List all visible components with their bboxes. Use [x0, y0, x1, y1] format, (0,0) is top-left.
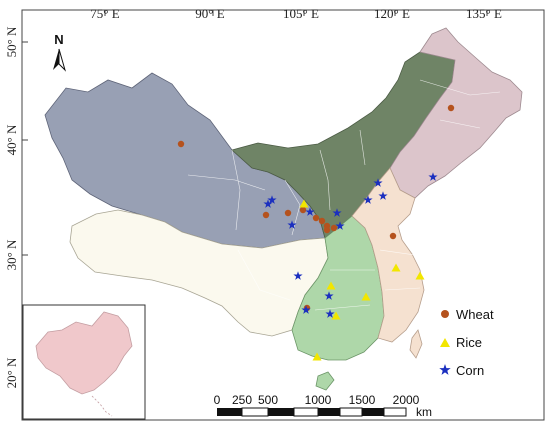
island-taiwan [409, 329, 423, 359]
scale-tick-0: 0 [214, 393, 221, 407]
corn-marker [301, 305, 311, 314]
scale-tick-2000: 2000 [393, 393, 420, 407]
wheat-marker [318, 217, 326, 225]
legend-wheat-symbol [441, 310, 449, 318]
lon-label-135e: 135° E [466, 6, 502, 21]
scale-tick-1000: 1000 [305, 393, 332, 407]
corn-marker [363, 195, 373, 204]
corn-marker [335, 221, 345, 230]
corn-marker [267, 195, 277, 204]
legend: Wheat Rice Corn [439, 307, 494, 378]
lon-label-120e: 120° E [374, 6, 410, 21]
scale-tick-500: 500 [258, 393, 278, 407]
corn-marker [325, 309, 335, 318]
corn-marker [378, 191, 388, 200]
corn-marker [305, 207, 315, 216]
corn-marker [332, 208, 342, 217]
corn-marker [428, 172, 438, 181]
lat-label-50n: 50° N [4, 26, 19, 57]
rice-marker [361, 292, 371, 301]
scale-bar: 0 250 500 1000 1500 2000 km [214, 393, 432, 419]
lon-label-90e: 90° E [195, 6, 224, 21]
rice-marker [391, 263, 401, 272]
lon-label-105e: 105° E [283, 6, 319, 21]
lon-label-75e: 75° E [90, 6, 119, 21]
corn-marker [293, 271, 303, 280]
province-boundaries [187, 79, 501, 311]
legend-rice-symbol [440, 338, 450, 347]
wheat-marker [447, 104, 455, 112]
lat-label-40n: 40° N [4, 124, 19, 155]
legend-wheat-label: Wheat [456, 307, 494, 322]
corn-marker [287, 220, 297, 229]
scale-tick-1500: 1500 [349, 393, 376, 407]
longitude-ticks [104, 10, 488, 16]
north-arrow: N [53, 32, 67, 72]
legend-corn-label: Corn [456, 363, 484, 378]
wheat-marker [284, 209, 292, 217]
rice-marker [415, 271, 425, 280]
rice-marker [326, 281, 336, 290]
legend-corn-symbol [439, 364, 451, 375]
wheat-marker [312, 214, 320, 222]
wheat-marker [177, 140, 185, 148]
wheat-marker [389, 232, 397, 240]
legend-rice-label: Rice [456, 335, 482, 350]
corn-marker [324, 291, 334, 300]
wheat-marker [330, 224, 338, 232]
wheat-marker [299, 206, 307, 214]
lat-label-30n: 30° N [4, 239, 19, 270]
inset-china-outline [35, 311, 133, 395]
rice-marker [299, 199, 309, 208]
rice-marker [312, 352, 322, 361]
svg-text:N: N [54, 32, 63, 47]
wheat-marker [262, 211, 270, 219]
wheat-marker [323, 226, 331, 234]
scale-unit: km [416, 405, 432, 419]
rice-marker [331, 311, 341, 320]
island-hainan [315, 371, 335, 391]
region-northeast [389, 27, 523, 199]
crop-markers [177, 104, 455, 361]
region-east [351, 167, 425, 343]
scale-tick-250: 250 [232, 393, 252, 407]
corn-marker [263, 199, 273, 208]
corn-marker [373, 178, 383, 187]
inset-south-sea-line [91, 395, 113, 417]
lat-label-20n: 20° N [4, 357, 19, 388]
